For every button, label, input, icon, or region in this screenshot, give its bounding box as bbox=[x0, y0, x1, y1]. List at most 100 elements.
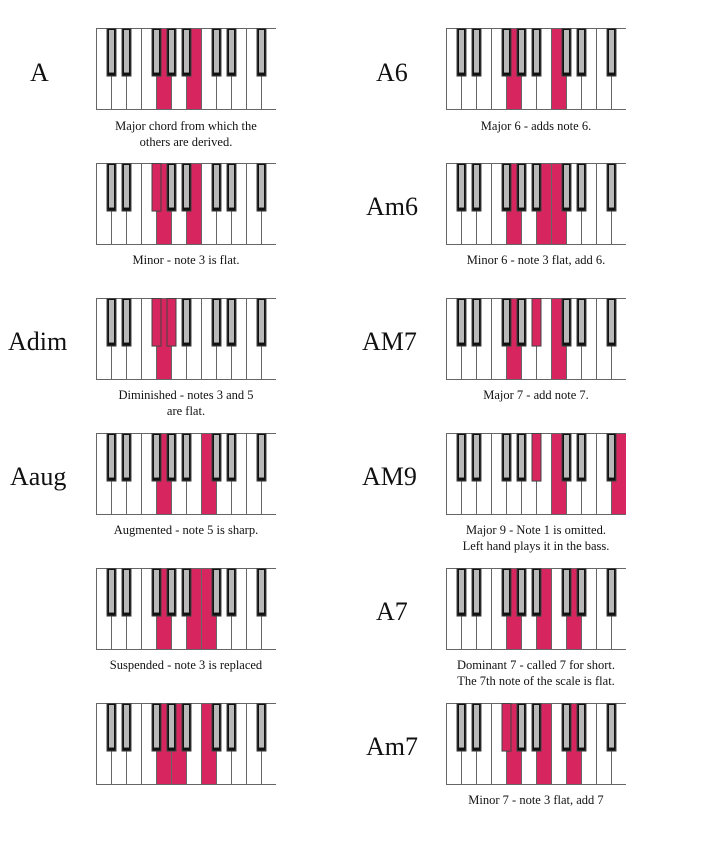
black-key-shine bbox=[124, 435, 129, 478]
black-key-shine bbox=[504, 300, 509, 343]
black-key-shine bbox=[519, 570, 524, 613]
caption-line: are flat. bbox=[166, 404, 206, 418]
keyboard-svg bbox=[96, 568, 276, 650]
black-key-shine bbox=[169, 705, 174, 748]
black-key-shine bbox=[564, 705, 569, 748]
black-key-shine bbox=[474, 705, 479, 748]
black-key-shine bbox=[124, 300, 129, 343]
black-key-highlighted bbox=[531, 298, 542, 347]
black-key-shine bbox=[459, 435, 464, 478]
keyboard-Am7 bbox=[446, 703, 626, 785]
black-key-shine bbox=[474, 165, 479, 208]
black-key-shine bbox=[109, 705, 114, 748]
caption-line: Major chord from which the bbox=[115, 119, 257, 133]
black-key-shine bbox=[459, 165, 464, 208]
caption-A6: Major 6 - adds note 6. bbox=[426, 118, 646, 134]
black-key-shine bbox=[229, 165, 234, 208]
chord-name-Am7: Am7 bbox=[366, 732, 418, 761]
black-key-highlighted bbox=[166, 298, 177, 347]
keyboard-svg bbox=[96, 28, 276, 110]
black-key-shine bbox=[184, 570, 189, 613]
black-key-shine bbox=[214, 165, 219, 208]
keyboard-svg bbox=[446, 703, 626, 785]
caption-line: Major 9 - Note 1 is omitted. bbox=[466, 523, 606, 537]
caption-Asus: Suspended - note 3 is replaced bbox=[76, 657, 296, 673]
black-key-shine bbox=[474, 435, 479, 478]
caption-line: others are derived. bbox=[139, 135, 233, 149]
keyboard-AM9 bbox=[446, 433, 626, 515]
black-key-shine bbox=[184, 30, 189, 73]
black-key-shine bbox=[474, 570, 479, 613]
black-key-shine bbox=[229, 30, 234, 73]
black-key-shine bbox=[214, 570, 219, 613]
caption-line: Diminished - notes 3 and 5 bbox=[118, 388, 254, 402]
caption-line: Major 7 - add note 7. bbox=[483, 388, 589, 402]
chord-name-A6: A6 bbox=[376, 58, 408, 87]
black-key-shine bbox=[564, 300, 569, 343]
keyboard-Aaug bbox=[96, 433, 276, 515]
caption-line: The 7th note of the scale is flat. bbox=[457, 674, 615, 688]
black-key-highlighted bbox=[501, 703, 512, 752]
black-key-shine bbox=[534, 30, 539, 73]
black-key-shine bbox=[109, 165, 114, 208]
black-key-shine bbox=[579, 300, 584, 343]
faded-header bbox=[230, 0, 410, 8]
black-key-shine bbox=[169, 165, 174, 208]
caption-Am6: Minor 6 - note 3 flat, add 6. bbox=[426, 252, 646, 268]
black-key-shine bbox=[109, 30, 114, 73]
black-key-shine bbox=[564, 435, 569, 478]
black-key-shine bbox=[259, 570, 264, 613]
chord-name-AM9: AM9 bbox=[362, 462, 417, 491]
black-key-shine bbox=[579, 165, 584, 208]
black-key-shine bbox=[154, 30, 159, 73]
black-key-shine bbox=[564, 165, 569, 208]
caption-Adim: Diminished - notes 3 and 5 are flat. bbox=[76, 387, 296, 419]
black-key-shine bbox=[169, 435, 174, 478]
black-key-shine bbox=[154, 705, 159, 748]
black-key-shine bbox=[259, 705, 264, 748]
black-key-shine bbox=[534, 165, 539, 208]
black-key-shine bbox=[259, 30, 264, 73]
keyboard-svg bbox=[96, 163, 276, 245]
black-key-shine bbox=[184, 705, 189, 748]
black-key-shine bbox=[519, 165, 524, 208]
caption-Am: Minor - note 3 is flat. bbox=[76, 252, 296, 268]
black-key-shine bbox=[519, 30, 524, 73]
caption-line: Minor 7 - note 3 flat, add 7 bbox=[468, 793, 604, 807]
black-key-shine bbox=[579, 30, 584, 73]
chord-name-AM7: AM7 bbox=[362, 327, 417, 356]
caption-line: Minor 6 - note 3 flat, add 6. bbox=[466, 253, 606, 267]
caption-line: Suspended - note 3 is replaced bbox=[109, 658, 263, 672]
keyboard-AM7 bbox=[446, 298, 626, 380]
black-key-shine bbox=[519, 300, 524, 343]
keyboard-svg bbox=[446, 28, 626, 110]
black-key-shine bbox=[109, 300, 114, 343]
keyboard-Am bbox=[96, 163, 276, 245]
black-key-shine bbox=[579, 705, 584, 748]
chord-name-A7: A7 bbox=[376, 597, 408, 626]
keyboard-svg bbox=[96, 703, 276, 785]
black-key-shine bbox=[474, 30, 479, 73]
caption-Am7: Minor 7 - note 3 flat, add 7 bbox=[426, 792, 646, 808]
caption-line: Dominant 7 - called 7 for short. bbox=[457, 658, 615, 672]
caption-line: Left hand plays it in the bass. bbox=[462, 539, 610, 553]
keyboard-svg bbox=[96, 298, 276, 380]
black-key-shine bbox=[259, 165, 264, 208]
black-key-shine bbox=[259, 435, 264, 478]
black-key-shine bbox=[459, 300, 464, 343]
black-key-shine bbox=[564, 30, 569, 73]
black-key-shine bbox=[579, 435, 584, 478]
keyboard-Adim bbox=[96, 298, 276, 380]
black-key-shine bbox=[109, 570, 114, 613]
black-key-shine bbox=[474, 300, 479, 343]
black-key-shine bbox=[609, 570, 614, 613]
keyboard-svg bbox=[446, 163, 626, 245]
black-key-shine bbox=[214, 705, 219, 748]
black-key-shine bbox=[504, 30, 509, 73]
black-key-shine bbox=[124, 705, 129, 748]
black-key-shine bbox=[124, 30, 129, 73]
caption-A7: Dominant 7 - called 7 for short. The 7th… bbox=[426, 657, 646, 689]
black-key-shine bbox=[229, 300, 234, 343]
black-key-shine bbox=[124, 570, 129, 613]
black-key-shine bbox=[459, 705, 464, 748]
